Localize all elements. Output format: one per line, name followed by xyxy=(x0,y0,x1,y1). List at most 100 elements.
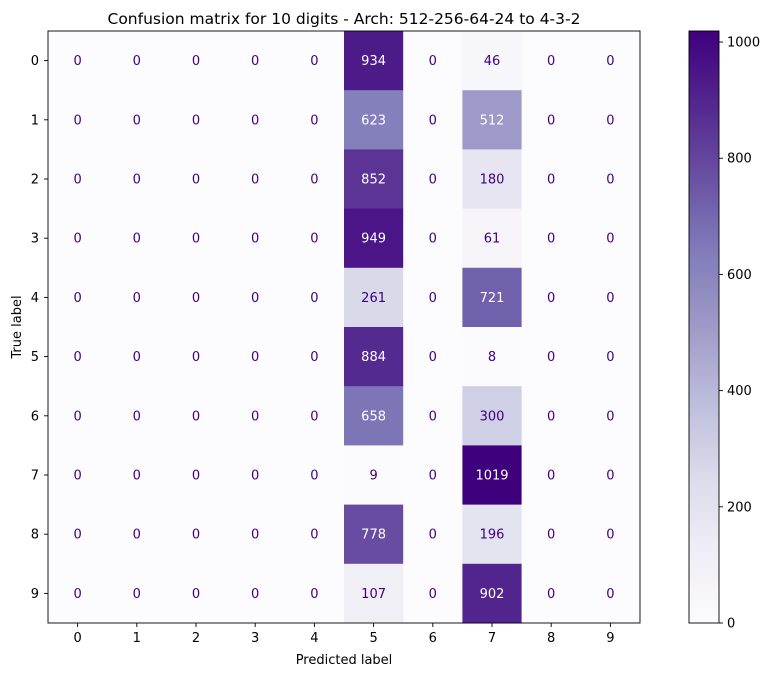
cell-value-label: 61 xyxy=(484,232,501,247)
cell-value-label: 0 xyxy=(192,469,200,484)
heatmap-cell xyxy=(166,149,227,210)
cell-value-label: 0 xyxy=(251,350,259,365)
cell-value-label: 0 xyxy=(133,528,141,543)
heatmap-cell xyxy=(403,31,463,91)
heatmap-cell xyxy=(580,445,641,506)
heatmap-cell xyxy=(462,90,523,150)
heatmap-cell xyxy=(284,386,345,446)
heatmap-cell xyxy=(48,386,108,446)
heatmap-cell xyxy=(580,563,641,624)
cell-value-label: 0 xyxy=(606,350,614,365)
heatmap-cell xyxy=(521,563,582,624)
x-tick-label: 8 xyxy=(547,631,555,646)
heatmap-cell xyxy=(107,327,167,387)
x-tick-label: 6 xyxy=(429,631,437,646)
heatmap-cell xyxy=(344,31,404,91)
cell-value-label: 0 xyxy=(429,409,437,424)
heatmap-cell xyxy=(403,149,463,210)
y-axis: 0 1 2 3 4 5 6 7 8 9 xyxy=(31,54,48,602)
cell-value-label: 8 xyxy=(488,350,496,365)
cell-value-label: 0 xyxy=(606,232,614,247)
colorbar-tick-label: 1000 xyxy=(727,36,760,51)
heatmap-cell xyxy=(521,149,582,210)
cell-value-label: 0 xyxy=(73,113,81,128)
cell-value-label: 0 xyxy=(429,350,437,365)
heatmap-cell xyxy=(166,327,227,387)
heatmap-cell xyxy=(580,149,641,210)
heatmap-cell xyxy=(521,31,582,91)
heatmap-cell xyxy=(284,327,345,387)
cell-value-label: 1019 xyxy=(475,469,508,484)
heatmap-cell xyxy=(48,563,108,624)
heatmap-cell xyxy=(225,445,286,506)
heatmap-cell xyxy=(344,149,404,210)
cell-value-label: 300 xyxy=(480,409,505,424)
heatmap-cell xyxy=(462,208,523,269)
heatmap-cell xyxy=(284,267,345,328)
colorbar-tick-label: 800 xyxy=(727,152,752,167)
heatmap-cell xyxy=(107,149,167,210)
heatmap-cell xyxy=(225,563,286,624)
cell-value-label: 0 xyxy=(73,232,81,247)
colorbar-tick-label: 0 xyxy=(727,617,735,632)
colorbar-ticks: 0 200 400 600 800 1000 xyxy=(719,36,760,632)
cell-value-label: 0 xyxy=(133,350,141,365)
heatmap-cell xyxy=(284,149,345,210)
cell-value-label: 0 xyxy=(310,54,318,69)
heatmap-cell xyxy=(462,386,523,446)
x-tick-label: 7 xyxy=(488,631,496,646)
heatmap-cell xyxy=(462,149,523,210)
y-tick-label: 9 xyxy=(31,587,39,602)
heatmap-cell xyxy=(284,445,345,506)
heatmap-cell xyxy=(284,208,345,269)
heatmap-cell xyxy=(107,267,167,328)
x-axis-label: Predicted label xyxy=(296,653,393,668)
heatmap-cell xyxy=(580,386,641,446)
heatmap-cell xyxy=(462,327,523,387)
cell-value-labels: 0 0 0 0 0 934 0 46 0 0 0 0 0 0 0 623 0 512 0 0 0 0 0 0 0 852 0 180 0… xyxy=(73,54,614,602)
colorbar-tick-label: 200 xyxy=(727,500,752,515)
y-tick-label: 8 xyxy=(31,528,39,543)
heatmap-cell xyxy=(462,445,523,506)
cell-value-label: 0 xyxy=(251,409,259,424)
heatmap-cell xyxy=(107,31,167,91)
cell-value-label: 884 xyxy=(361,350,386,365)
cell-value-label: 0 xyxy=(73,528,81,543)
cell-value-label: 0 xyxy=(192,587,200,602)
cell-value-label: 934 xyxy=(361,54,386,69)
heatmap-cell xyxy=(107,208,167,269)
cell-value-label: 0 xyxy=(547,528,555,543)
cell-value-label: 0 xyxy=(310,350,318,365)
heatmap-cell xyxy=(344,267,404,328)
heatmap-cell xyxy=(462,31,523,91)
heatmap-cell xyxy=(403,445,463,506)
heatmap-cell xyxy=(521,386,582,446)
cell-value-label: 0 xyxy=(429,587,437,602)
cell-value-label: 0 xyxy=(310,113,318,128)
y-tick-label: 4 xyxy=(31,291,39,306)
heatmap-cell xyxy=(521,208,582,269)
heatmap-cell xyxy=(462,563,523,624)
cell-value-label: 0 xyxy=(251,528,259,543)
cell-value-label: 0 xyxy=(429,173,437,188)
cell-value-label: 0 xyxy=(310,409,318,424)
cell-value-label: 949 xyxy=(361,232,386,247)
heatmap-cell xyxy=(344,504,404,565)
heatmap-cell xyxy=(521,90,582,150)
heatmap-cell xyxy=(166,563,227,624)
cell-value-label: 778 xyxy=(361,528,386,543)
heatmap-cell xyxy=(284,563,345,624)
heatmap-cell xyxy=(344,90,404,150)
y-tick-label: 7 xyxy=(31,469,39,484)
cell-value-label: 0 xyxy=(133,232,141,247)
cell-value-label: 0 xyxy=(606,173,614,188)
cell-value-label: 0 xyxy=(547,113,555,128)
cell-value-label: 0 xyxy=(251,232,259,247)
heatmap-cell xyxy=(580,31,641,91)
cell-value-label: 0 xyxy=(547,54,555,69)
x-axis: 0 1 2 3 4 5 6 7 8 9 xyxy=(73,623,615,646)
heatmap-cell xyxy=(225,31,286,91)
heatmap-cell xyxy=(225,149,286,210)
cell-value-label: 0 xyxy=(606,291,614,306)
cell-value-label: 0 xyxy=(73,54,81,69)
